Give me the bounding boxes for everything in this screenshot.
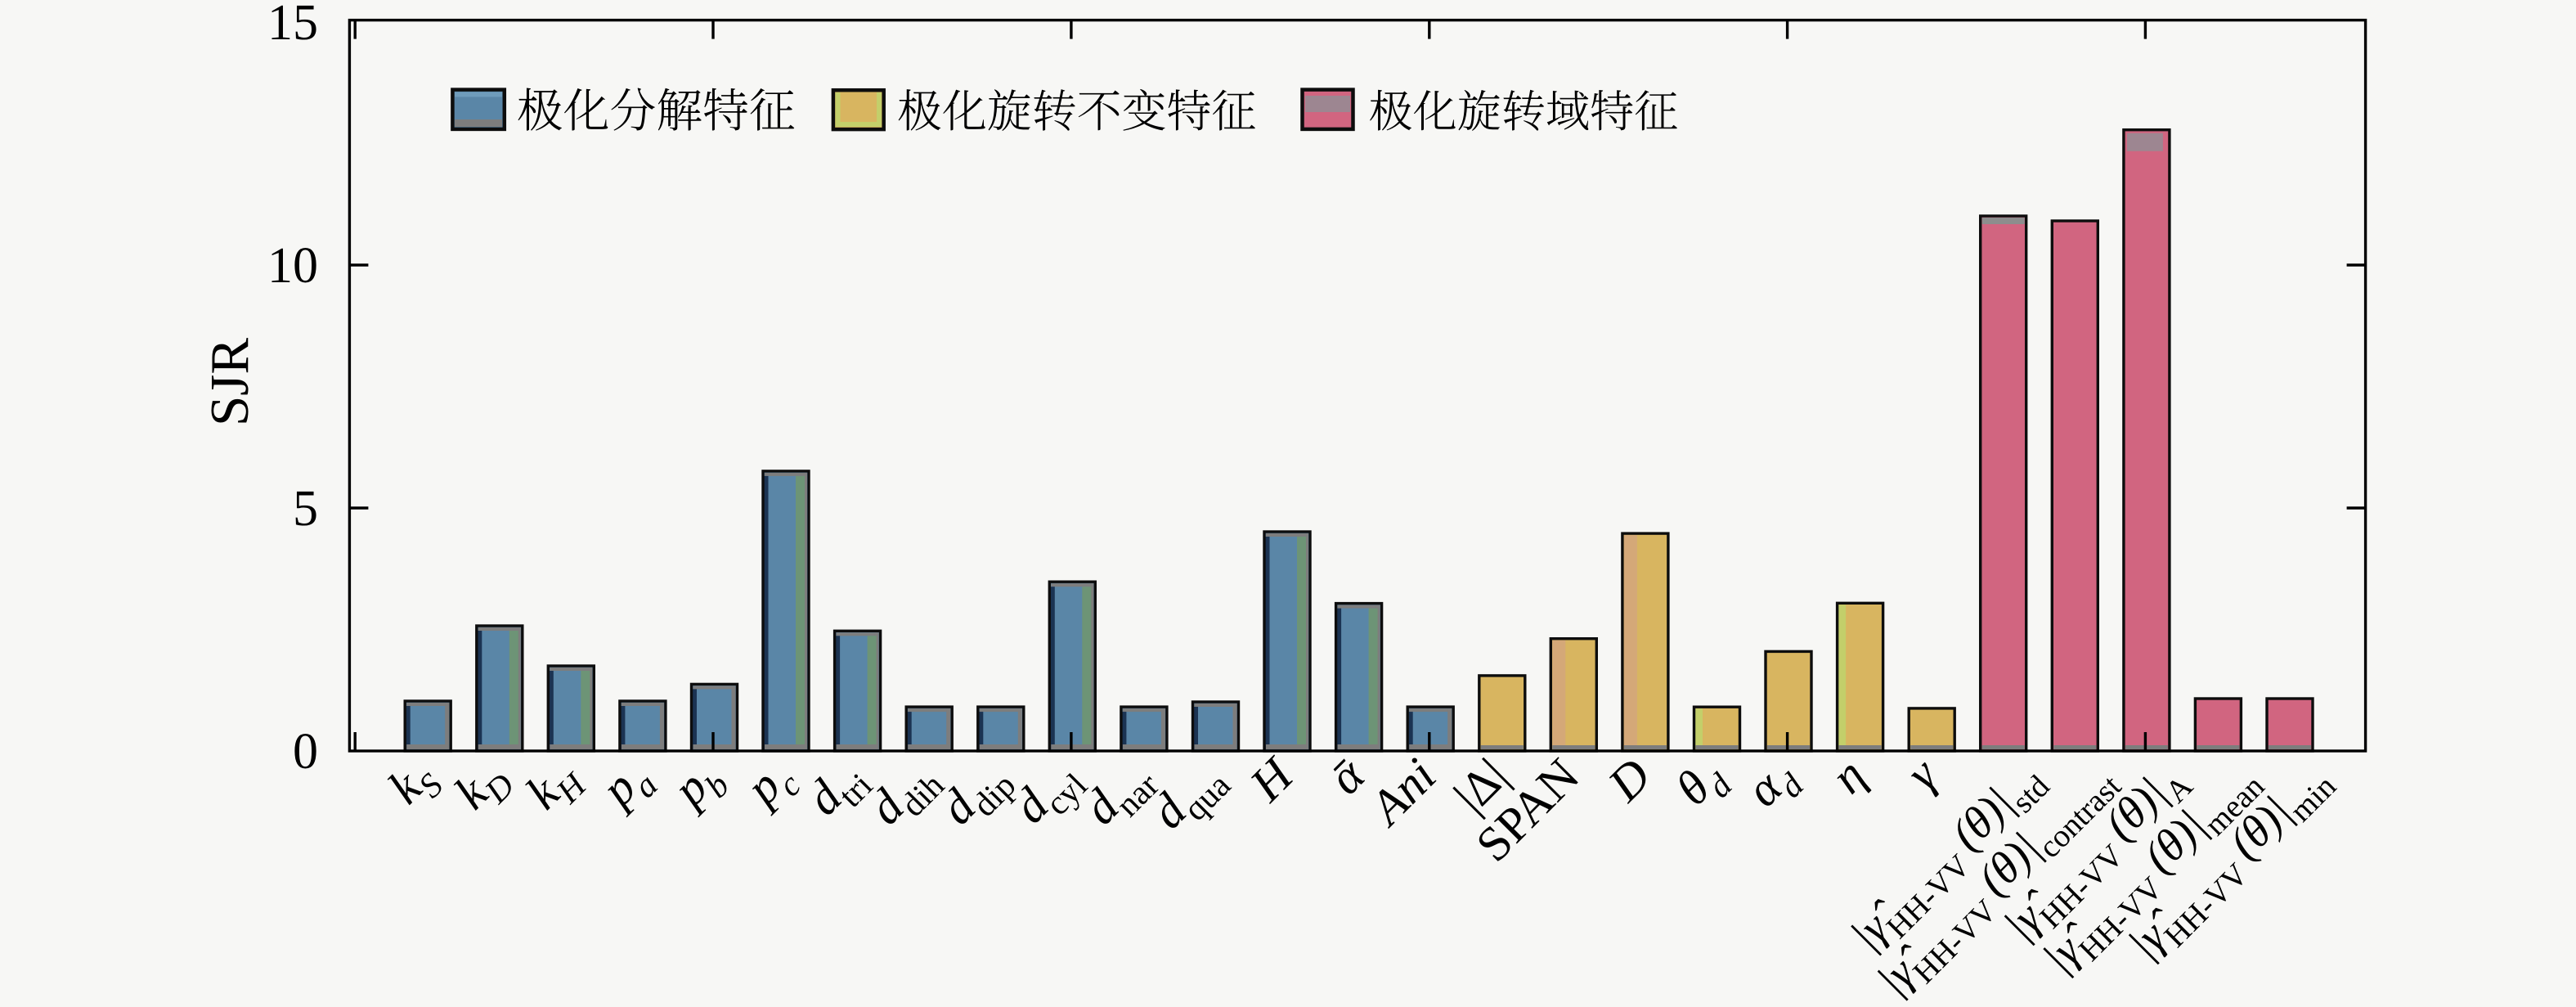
svg-text:10: 10 (267, 238, 318, 294)
svg-text:0: 0 (293, 724, 318, 780)
svg-text:15: 15 (267, 0, 318, 51)
svg-text:5: 5 (293, 481, 318, 537)
svg-text:SJR: SJR (200, 338, 260, 426)
